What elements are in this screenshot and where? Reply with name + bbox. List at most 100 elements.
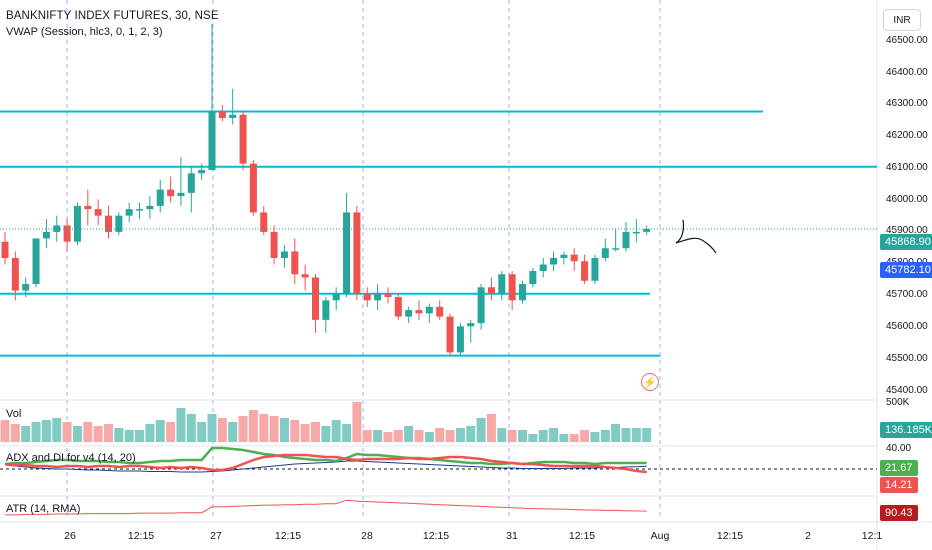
time-tick: 12:1 (861, 530, 883, 542)
candle-body (446, 316, 454, 353)
lightning-icon[interactable]: ⚡ (641, 373, 659, 391)
candle-body (622, 231, 630, 249)
candlestick-series (1, 23, 651, 356)
candle-body (539, 264, 547, 272)
adx-value-tag: 21.67 (880, 460, 918, 476)
candle-body (63, 225, 71, 242)
candle-body (415, 310, 423, 314)
di-minus-line (4, 453, 647, 474)
volume-bar (300, 424, 310, 442)
volume-bar (549, 428, 559, 442)
candle-body (384, 293, 392, 298)
candle-body (291, 251, 299, 275)
volume-bar (600, 430, 610, 442)
volume-bar (580, 430, 590, 442)
volume-bar (0, 420, 10, 442)
candle-body (601, 248, 609, 258)
volume-bar (217, 418, 227, 442)
volume-bar (52, 418, 62, 442)
volume-bars (0, 402, 652, 442)
candle-body (22, 284, 30, 291)
volume-label[interactable]: Vol (6, 408, 22, 420)
candle-body (560, 254, 568, 258)
volume-bar (631, 428, 641, 442)
volume-bar (10, 424, 20, 442)
candle-body (425, 306, 433, 314)
volume-bar (248, 410, 258, 442)
candle-body (405, 310, 413, 317)
candle-body (115, 215, 123, 232)
volume-bar (197, 422, 207, 442)
price-tick: 46500.00 (886, 35, 928, 46)
candle-body (456, 326, 464, 353)
volume-bar (311, 422, 320, 442)
volume-bar (186, 414, 196, 442)
adx-label[interactable]: ADX and DI for v4 (14, 20) (6, 452, 136, 464)
price-tick: 45600.00 (886, 321, 928, 332)
adx-axis-tick: 40.00 (886, 443, 912, 454)
candle-body (32, 238, 40, 285)
volume-bar (176, 408, 186, 442)
volume-bar (445, 430, 455, 442)
candle-body (156, 189, 164, 206)
volume-bar (362, 430, 372, 442)
volume-bar (124, 430, 134, 442)
volume-bar (642, 428, 652, 442)
di-plus-line (4, 446, 647, 466)
symbol-title[interactable]: BANKNIFTY INDEX FUTURES, 30, NSE (6, 10, 219, 22)
volume-bar (383, 432, 393, 442)
atr-label[interactable]: ATR (14, RMA) (6, 503, 81, 515)
volume-bar (455, 428, 465, 442)
di-value-tag: 14.21 (880, 477, 918, 493)
candle-body (529, 271, 537, 285)
time-tick: 12:15 (568, 530, 596, 542)
volume-bar (238, 416, 248, 442)
candle-body (1, 241, 9, 258)
candle-body (229, 114, 237, 118)
volume-bar (476, 418, 486, 442)
candle-body (167, 189, 175, 197)
candle-body (53, 225, 61, 232)
volume-bar (41, 420, 51, 442)
volume-bar (279, 418, 289, 442)
volume-bar (507, 430, 517, 442)
candle-body (363, 293, 371, 301)
candle-body (508, 274, 516, 301)
volume-bar (435, 428, 445, 442)
vwap-price-tag: 45782.10 (880, 262, 932, 278)
volume-bar (569, 434, 579, 442)
candle-body (198, 170, 206, 174)
candle-body (146, 205, 154, 210)
volume-bar (62, 422, 72, 442)
price-tick: 46100.00 (886, 162, 928, 173)
candle-body (301, 274, 309, 278)
price-tick: 46200.00 (886, 130, 928, 141)
volume-value-tag: 136.185K (880, 422, 932, 438)
candle-body (239, 114, 247, 164)
volume-bar (404, 426, 414, 442)
candle-body (332, 293, 340, 301)
candle-body (632, 231, 640, 234)
volume-bar (114, 428, 124, 442)
time-tick: 2 (805, 530, 811, 542)
time-tick: 12:15 (422, 530, 450, 542)
candle-body (42, 231, 50, 239)
time-tick: 12:15 (274, 530, 302, 542)
horizontal-levels[interactable] (0, 110, 877, 357)
candle-body (436, 306, 444, 317)
candle-body (187, 173, 195, 193)
vwap-indicator-label[interactable]: VWAP (Session, hlc3, 0, 1, 2, 3) (6, 26, 163, 38)
candle-body (550, 257, 558, 265)
atr-line (5, 499, 647, 516)
volume-bar (414, 430, 424, 442)
candle-body (11, 257, 19, 291)
candle-body (581, 261, 589, 281)
freehand-drawing[interactable] (675, 219, 717, 254)
price-tick: 45700.00 (886, 289, 928, 300)
candle-body (353, 212, 361, 294)
currency-button[interactable]: INR (883, 9, 921, 31)
candle-body (260, 212, 268, 232)
volume-bar (207, 414, 217, 442)
